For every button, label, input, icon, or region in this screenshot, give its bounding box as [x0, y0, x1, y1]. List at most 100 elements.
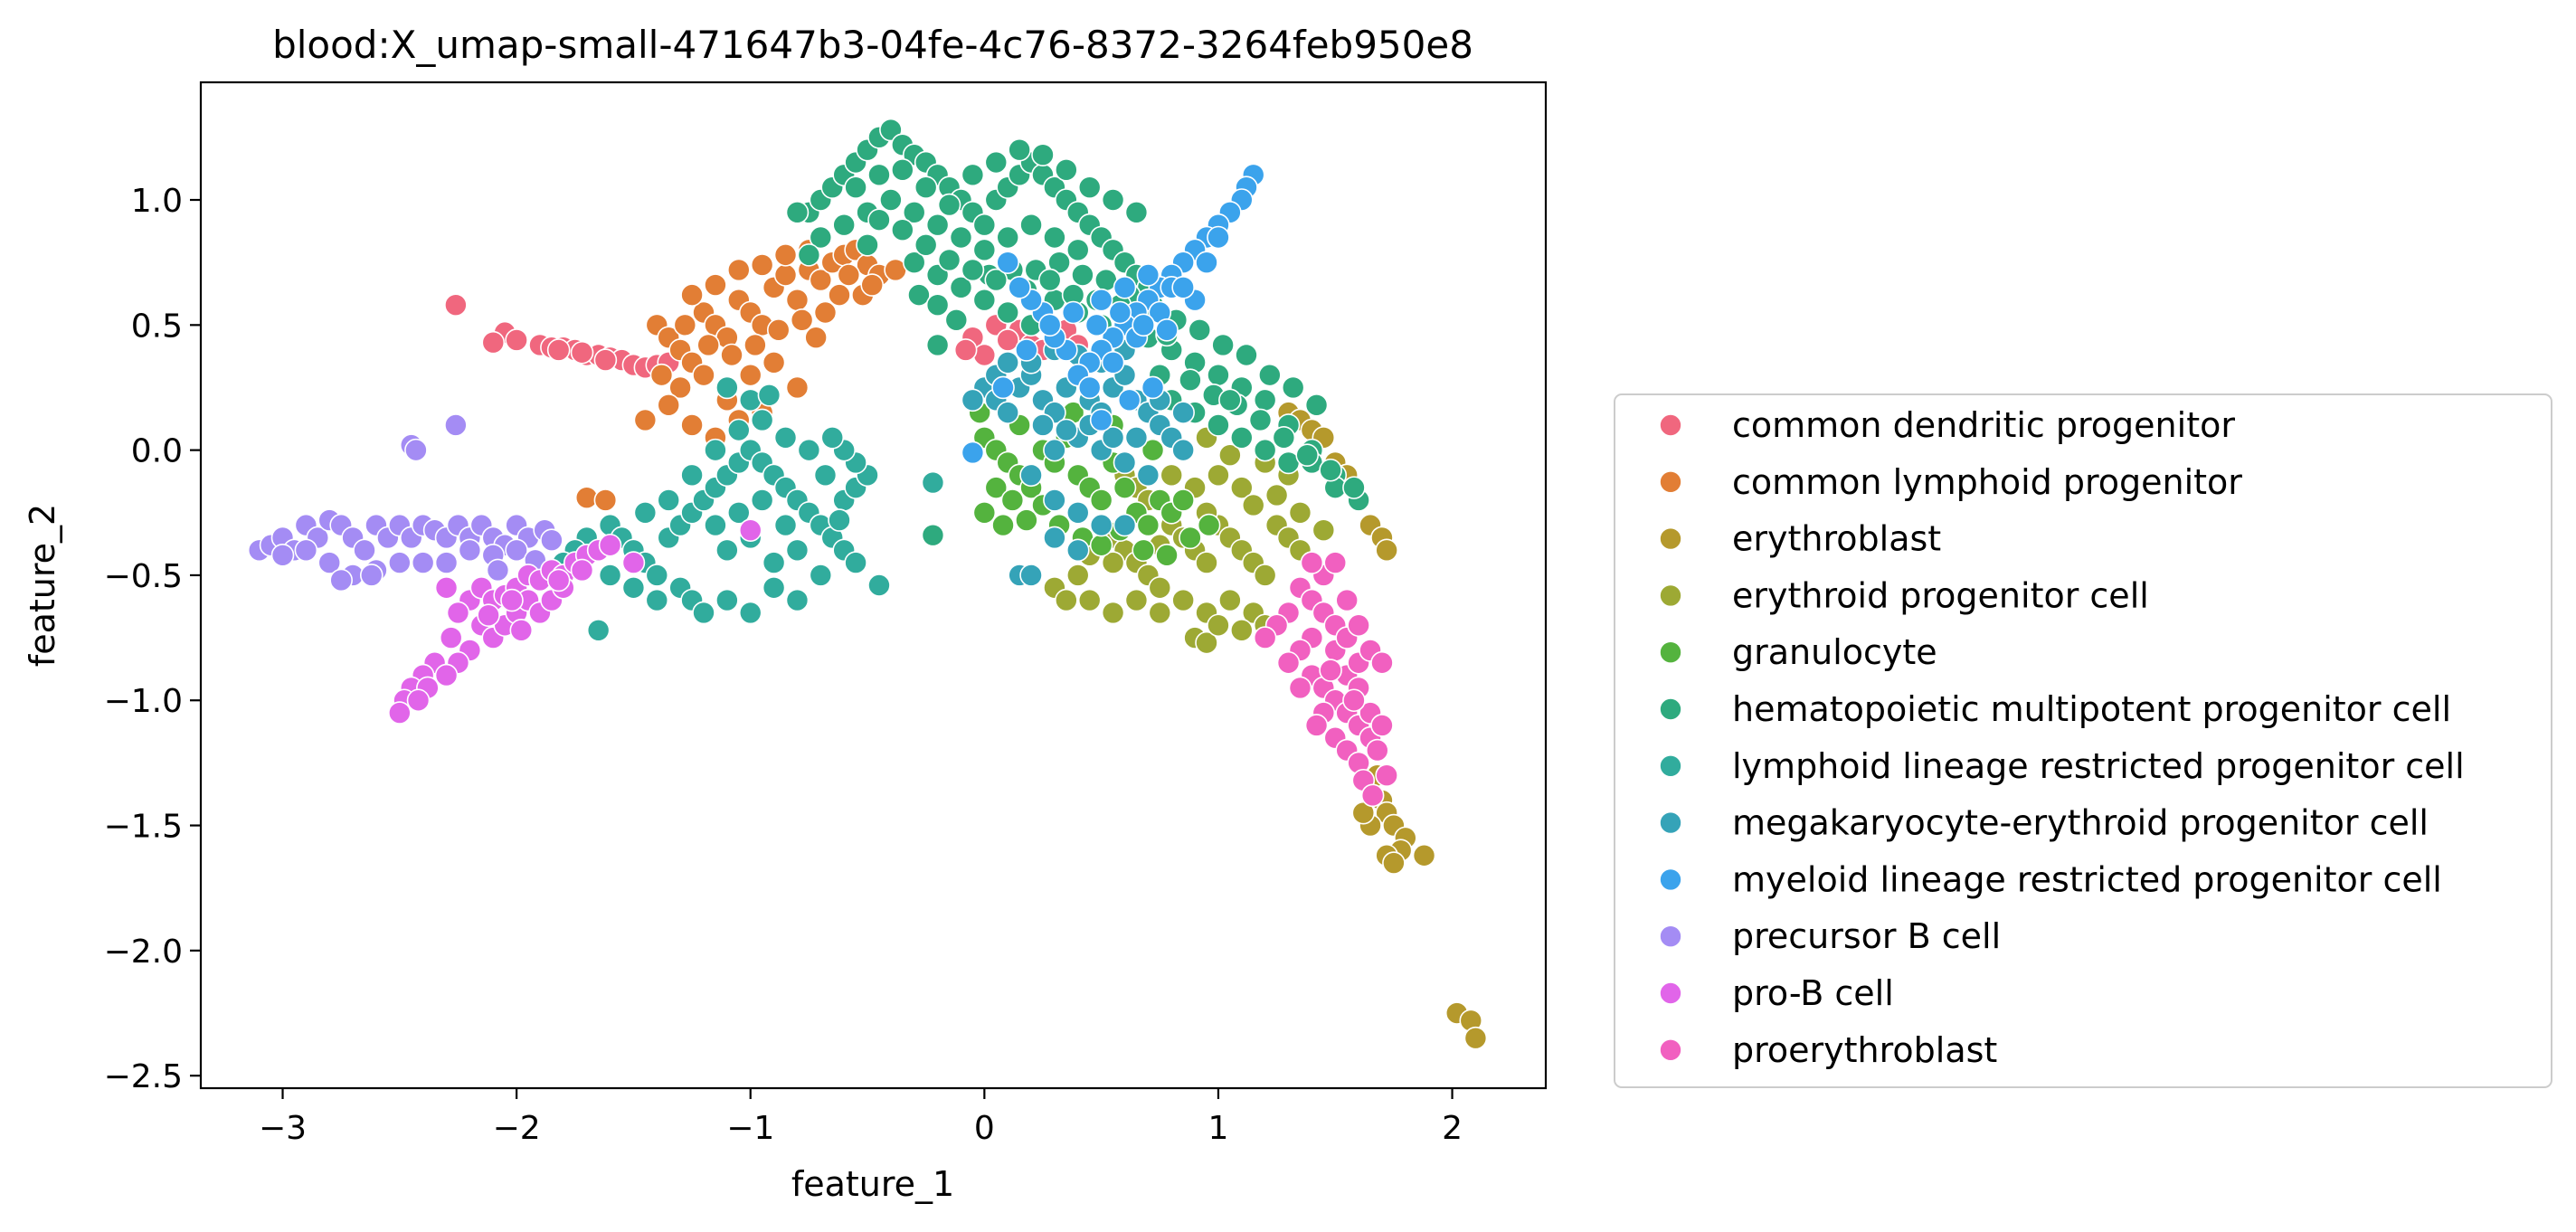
scatter-point [961, 258, 985, 282]
scatter-point [434, 663, 459, 687]
x-axis: −3 −2 −1 0 1 2 [259, 1088, 1463, 1147]
scatter-point [540, 528, 564, 553]
scatter-point [1155, 318, 1179, 342]
scatter-point [1089, 288, 1113, 312]
scatter-point [1230, 476, 1254, 499]
scatter-point [996, 251, 1019, 274]
scatter-point [867, 208, 891, 232]
scatter-point [785, 588, 810, 612]
scatter-point [1272, 425, 1296, 450]
legend-label: granulocyte [1732, 632, 1937, 672]
scatter-point [1218, 388, 1242, 412]
scatter-point [961, 441, 985, 465]
legend: common dendritic progenitor common lympho… [1614, 393, 2552, 1088]
scatter-point [598, 533, 622, 557]
scatter-point [1132, 538, 1155, 563]
scatter-point [844, 175, 867, 199]
scatter-point [1084, 313, 1109, 337]
scatter-point [1319, 659, 1342, 682]
scatter-point [586, 618, 611, 642]
scatter-point [902, 251, 926, 274]
scatter-point [1188, 318, 1212, 342]
x-tick-label: −1 [726, 1110, 774, 1147]
scatter-point [996, 300, 1019, 325]
scatter-point [404, 438, 428, 462]
scatter-point [1031, 143, 1055, 167]
scatter-point [809, 225, 833, 250]
scatter-point [891, 158, 914, 182]
scatter-point [546, 568, 571, 592]
scatter-point [1124, 588, 1149, 612]
legend-marker [1659, 1038, 1682, 1062]
scatter-point [902, 201, 926, 224]
scatter-point [645, 564, 669, 587]
scatter-point [645, 588, 669, 612]
scatter-point [762, 575, 786, 600]
scatter-point [633, 408, 658, 432]
y-axis: −2.5 −2.0 −1.5 −1.0 −0.5 0.0 0.5 1.0 [104, 183, 201, 1095]
scatter-point [505, 538, 528, 563]
scatter-point [704, 513, 727, 537]
scatter-point [1171, 588, 1195, 612]
scatter-point [972, 288, 997, 312]
scatter-point [1253, 626, 1277, 649]
x-tick-label: −3 [259, 1110, 307, 1147]
legend-label: proerythroblast [1732, 1030, 1997, 1070]
scatter-point [1281, 375, 1305, 400]
legend-marker [1659, 810, 1682, 835]
y-tick-label: 1.0 [131, 183, 183, 220]
scatter-point [696, 333, 720, 357]
scatter-point [867, 163, 891, 187]
scatter-point [680, 283, 704, 307]
scatter-point [1211, 333, 1235, 357]
scatter-point [1077, 175, 1102, 199]
legend-label: precursor B cell [1732, 916, 2001, 956]
scatter-point [1065, 238, 1090, 262]
scatter-point [1360, 783, 1385, 808]
scatter-point [726, 500, 751, 525]
scatter-point [972, 238, 997, 262]
scatter-point [388, 551, 412, 574]
scatter-point [1089, 408, 1113, 432]
scatter-point [593, 348, 618, 372]
y-tick-label: −0.5 [104, 558, 183, 595]
scatter-point [757, 383, 781, 407]
scatter-point [773, 243, 798, 267]
scatter-point [1019, 564, 1043, 587]
scatter-point [715, 538, 739, 563]
scatter-point [991, 513, 1015, 537]
x-tick-label: 2 [1442, 1110, 1463, 1147]
scatter-point [925, 293, 950, 317]
scatter-point [570, 558, 594, 583]
scatter-point [1366, 738, 1389, 763]
scatter-point [961, 388, 985, 412]
x-axis-label: feature_1 [791, 1164, 954, 1204]
scatter-point [1071, 263, 1094, 287]
legend-label: lymphoid lineage restricted progenitor c… [1732, 746, 2465, 786]
scatter-point [1319, 458, 1342, 482]
scatter-point [750, 408, 774, 432]
scatter-point [434, 551, 459, 574]
scatter-point [996, 401, 1019, 424]
scatter-point [1207, 413, 1230, 437]
y-tick-label: −1.0 [104, 683, 183, 720]
scatter-point [500, 588, 524, 612]
scatter-point [1136, 263, 1160, 287]
scatter-point [1101, 188, 1125, 212]
scatter-point [925, 333, 950, 357]
chart-title: blood:X_umap-small-471647b3-04fe-4c76-83… [272, 23, 1473, 67]
scatter-point [570, 340, 594, 365]
x-tick-label: 0 [974, 1110, 995, 1147]
scatter-point [1136, 513, 1160, 537]
scatter-point [856, 233, 879, 257]
scatter-point [828, 508, 851, 532]
scatter-point [1179, 526, 1202, 550]
scatter-point [1197, 513, 1221, 537]
scatter-point [1101, 425, 1125, 450]
scatter-point [1347, 613, 1370, 638]
scatter-point [657, 393, 681, 417]
y-tick-label: −1.5 [104, 809, 183, 846]
scatter-point [1195, 551, 1218, 574]
scatter-point [984, 150, 1009, 175]
scatter-point [1043, 526, 1066, 550]
